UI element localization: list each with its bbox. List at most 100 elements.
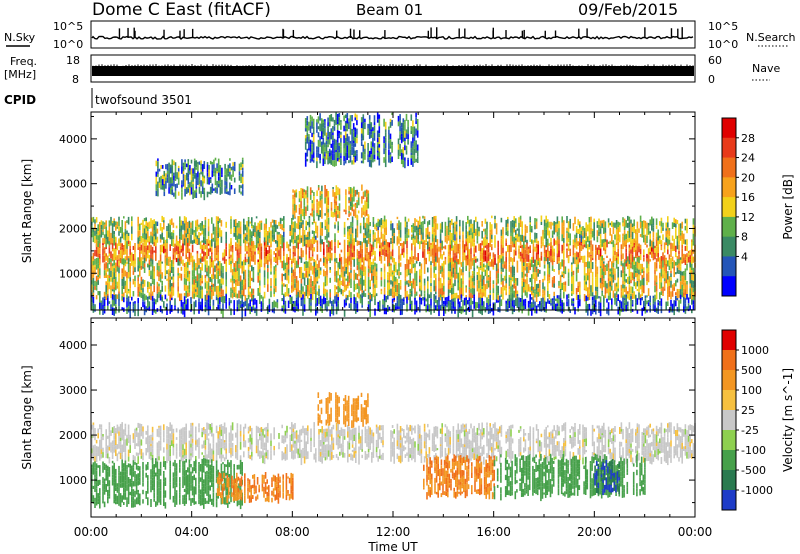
power-echo-cell xyxy=(150,275,152,280)
power-echo-cell xyxy=(364,254,367,259)
power-echo-cell xyxy=(251,223,253,227)
power-echo-cell xyxy=(505,227,507,232)
power-echo-cell xyxy=(343,125,345,132)
power-echo-cell xyxy=(320,141,323,146)
power-echo-cell xyxy=(313,233,315,239)
power-echo-cell xyxy=(238,163,241,172)
power-echo-cell xyxy=(126,290,128,295)
power-echo-cell xyxy=(201,181,204,187)
power-echo-cell xyxy=(366,217,368,224)
power-echo-cell xyxy=(217,285,219,293)
power-echo-cell xyxy=(121,220,123,228)
power-echo-cell xyxy=(349,127,352,135)
power-echo-cell xyxy=(487,275,490,278)
power-echo-cell xyxy=(350,241,352,250)
power-echo-cell xyxy=(181,184,183,188)
power-echo-cell xyxy=(467,259,469,266)
power-echo-cell xyxy=(542,241,544,247)
power-echo-cell xyxy=(319,190,322,196)
power-echo-cell xyxy=(331,247,333,251)
power-echo-cell xyxy=(175,251,178,255)
power-echo-cell xyxy=(306,186,309,193)
power-echo-cell xyxy=(158,182,161,188)
power-echo-cell xyxy=(244,256,247,264)
power-echo-cell xyxy=(131,216,133,222)
power-echo-cell xyxy=(225,246,227,250)
power-echo-cell xyxy=(199,270,202,274)
power-echo-cell xyxy=(604,265,607,268)
power-echo-cell xyxy=(572,251,575,256)
power-echo-cell xyxy=(679,257,682,260)
power-echo-cell xyxy=(510,286,512,293)
power-echo-cell xyxy=(270,263,272,269)
power-echo-cell xyxy=(187,267,189,271)
power-echo-cell xyxy=(473,220,475,227)
power-echo-cell xyxy=(143,267,146,273)
power-echo-cell xyxy=(681,232,683,240)
power-echo-cell xyxy=(327,217,330,225)
power-echo-cell xyxy=(463,252,466,261)
power-echo-cell xyxy=(604,267,607,276)
power-echo-cell xyxy=(371,244,373,253)
power-echo-cell xyxy=(119,258,122,264)
power-echo-cell xyxy=(590,268,592,273)
power-echo-cell xyxy=(105,234,107,240)
power-echo-cell xyxy=(647,222,650,226)
power-echo-cell xyxy=(331,252,333,261)
power-echo-cell xyxy=(217,180,220,184)
power-echo-cell xyxy=(519,238,522,242)
power-echo-cell xyxy=(129,288,131,294)
power-echo-cell xyxy=(273,227,275,235)
power-echo-cell xyxy=(667,273,669,280)
power-echo-cell xyxy=(91,292,93,298)
power-echo-cell xyxy=(273,294,275,297)
power-echo-cell xyxy=(535,238,538,244)
power-echo-cell xyxy=(567,221,570,227)
power-echo-cell xyxy=(270,288,272,291)
power-echo-cell xyxy=(569,233,571,241)
power-echo-cell xyxy=(675,234,677,239)
power-echo-cell xyxy=(675,252,677,258)
power-echo-cell xyxy=(505,271,507,279)
power-echo-cell xyxy=(535,268,538,273)
power-echo-cell xyxy=(350,272,352,279)
power-echo-cell xyxy=(439,229,442,234)
power-echo-cell xyxy=(668,230,671,237)
power-echo-cell xyxy=(350,278,352,286)
power-echo-cell xyxy=(470,228,472,233)
power-echo-cell xyxy=(388,280,391,283)
power-echo-cell xyxy=(185,254,187,259)
power-echo-cell xyxy=(247,256,250,265)
power-echo-cell xyxy=(611,221,613,227)
power-echo-cell xyxy=(105,272,107,278)
power-echo-cell xyxy=(348,211,350,214)
power-echo-cell xyxy=(540,251,543,256)
power-echo-cell xyxy=(179,258,181,263)
power-echo-cell xyxy=(325,153,328,160)
power-echo-cell xyxy=(214,157,217,161)
power-echo-cell xyxy=(449,285,451,290)
power-echo-cell xyxy=(196,267,199,275)
power-echo-cell xyxy=(508,252,511,259)
power-echo-cell xyxy=(340,134,342,139)
power-echo-cell xyxy=(523,246,525,253)
power-echo-cell xyxy=(184,162,186,168)
power-echo-cell xyxy=(353,259,355,267)
power-echo-cell xyxy=(540,221,543,225)
power-echo-cell xyxy=(662,252,664,257)
power-echo-cell xyxy=(118,216,120,221)
power-echo-cell xyxy=(423,293,426,299)
power-echo-cell xyxy=(246,227,248,233)
power-echo-cell xyxy=(547,245,549,248)
power-echo-cell xyxy=(333,150,336,154)
power-echo-cell xyxy=(579,253,581,259)
power-echo-cell xyxy=(628,231,631,238)
power-echo-cell xyxy=(184,182,186,189)
power-echo-cell xyxy=(515,223,517,228)
power-echo-cell xyxy=(399,280,402,286)
power-echo-cell xyxy=(657,246,659,253)
power-echo-cell xyxy=(201,286,203,290)
power-echo-cell xyxy=(243,223,245,227)
power-echo-cell xyxy=(558,221,560,229)
power-echo-cell xyxy=(595,250,597,255)
